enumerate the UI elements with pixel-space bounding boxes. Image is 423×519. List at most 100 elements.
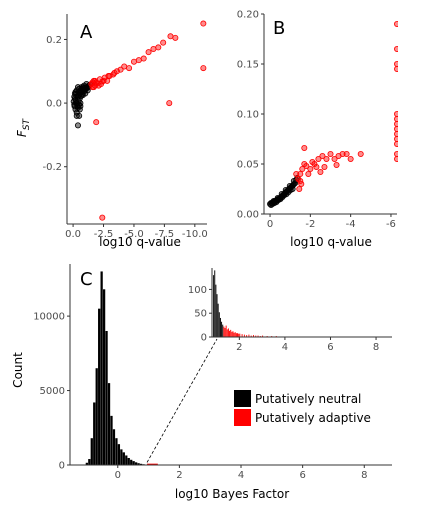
inset-bar-adaptive: [239, 333, 241, 337]
panel-a-x-tick-label: 0.0: [65, 229, 81, 240]
panel-c: 0 2 4 6 8 0 5000 10000 2 4 6 8 0 50 100 C log10 Bayes…: [11, 264, 392, 501]
panel-b-point-adaptive: [319, 152, 326, 159]
inset-bar-neutral: [217, 303, 219, 337]
panel-a-x-tick-label: -2.5: [94, 229, 114, 240]
panel-b-point-adaptive: [305, 170, 312, 177]
panel-a-point-adaptive: [172, 34, 179, 41]
panel-b-point-adaptive: [347, 155, 354, 162]
panel-a-point-adaptive: [121, 63, 128, 70]
panel-a-point-neutral: [72, 88, 79, 95]
inset-bar-adaptive: [235, 333, 237, 337]
inset-x-tick-label: 2: [236, 342, 242, 353]
panel-b-point-adaptive: [333, 161, 340, 168]
panel-b-y-tick-label: 0.15: [237, 60, 259, 71]
inset-bar-adaptive: [231, 331, 233, 337]
panel-b-point-adaptive: [394, 136, 398, 142]
inset-bar-neutral: [219, 317, 221, 337]
inset-bar-neutral: [216, 294, 218, 337]
inset-bar-neutral: [221, 321, 223, 337]
panel-b-points: [267, 21, 398, 208]
panel-b-xlabel: log10 q-value: [290, 235, 372, 249]
panel-a-point-adaptive: [145, 49, 152, 56]
legend-label-adaptive: Putatively adaptive: [255, 411, 371, 425]
inset-bar-adaptive: [224, 327, 226, 337]
panel-a-axes: 0.0 -2.5 -5.0 -7.5 -10.0 0.2 0.0 -0.2: [42, 14, 208, 240]
panel-a-x-tick-label: -10.0: [182, 229, 208, 240]
panel-a-point-adaptive: [167, 33, 174, 40]
panel-a-point-neutral: [73, 100, 80, 107]
histogram-bar-neutral: [110, 415, 113, 465]
panel-a-point-adaptive: [126, 65, 133, 72]
inset-x-tick-label: 8: [373, 342, 379, 353]
panel-b-point-adaptive: [394, 141, 398, 147]
inset-bar-adaptive: [232, 331, 234, 337]
inset-bar-adaptive: [253, 335, 254, 337]
panel-b-point-adaptive: [297, 170, 304, 177]
inset-bar-adaptive: [226, 329, 228, 337]
inset-bar-neutral: [218, 312, 220, 337]
inset-bar-adaptive: [225, 325, 227, 337]
panel-b-point-adaptive: [303, 162, 310, 169]
inset-bar-neutral: [214, 270, 216, 337]
panel-b-y-tick-label: 0.10: [237, 110, 259, 121]
histogram-bar-neutral: [139, 463, 143, 465]
panel-c-x-tick-label: 4: [238, 470, 244, 481]
panel-c-y-tick-label: 5000: [40, 386, 65, 397]
inset-bar-adaptive: [248, 334, 250, 337]
inset-bar-adaptive: [238, 333, 240, 337]
panel-a-point-adaptive: [90, 77, 97, 84]
inset-bar-neutral: [215, 284, 217, 337]
inset-bar-neutral: [222, 324, 224, 337]
inset-axes: 2 4 6 8 0 50 100: [188, 268, 392, 353]
panel-c-x-tick-label: 8: [361, 470, 367, 481]
panel-a-point-adaptive: [98, 81, 105, 88]
panel-a-y-tick-label: 0.0: [46, 99, 62, 110]
panel-b-point-adaptive: [301, 144, 308, 151]
panel-b-x-tick-label: -2: [305, 219, 315, 230]
inset-zoom-line: [146, 338, 218, 463]
histogram-bar-neutral: [125, 455, 128, 465]
inset-bar-adaptive: [227, 328, 229, 337]
inset-bar-adaptive: [223, 326, 225, 337]
legend-swatch-neutral: [234, 390, 251, 407]
inset-bar-adaptive: [246, 335, 248, 337]
panel-b-point-adaptive: [343, 150, 350, 157]
panel-a-point-adaptive: [200, 65, 207, 72]
panel-a-y-tick-label: -0.2: [42, 162, 62, 173]
panel-b-point-adaptive: [297, 177, 304, 184]
histogram-bar-neutral: [105, 331, 108, 465]
inset-bar-adaptive: [243, 334, 245, 337]
histogram-bar-neutral: [117, 444, 121, 465]
histogram-bar-neutral: [98, 308, 101, 465]
panel-a-point-adaptive: [111, 69, 118, 76]
panel-b-point-neutral: [282, 186, 289, 193]
panel-b-axes: 0 -2 -4 -6 0.00 0.05 0.10 0.15 0.20: [237, 10, 397, 230]
inset-plot: 2 4 6 8 0 50 100: [188, 268, 392, 353]
inset-bar-adaptive: [229, 330, 231, 337]
panel-a-xlabel: log10 q-value: [99, 235, 181, 249]
panel-c-label: C: [80, 269, 93, 290]
panel-b-point-adaptive: [394, 121, 398, 127]
panel-c-ylabel: Count: [11, 352, 25, 388]
panel-a-ylabel-main: F: [15, 129, 29, 137]
panel-c-xlabel: log10 Bayes Factor: [175, 487, 289, 501]
legend-label-neutral: Putatively neutral: [255, 392, 361, 406]
panel-a-label: A: [80, 22, 93, 43]
panel-b-y-tick-label: 0.20: [237, 10, 259, 21]
legend: Putatively neutral Putatively adaptive: [234, 390, 371, 426]
panel-b-point-adaptive: [313, 163, 320, 170]
histogram-bar-neutral: [122, 452, 125, 465]
inset-bar-adaptive: [230, 329, 232, 337]
histogram-bar-neutral: [120, 449, 123, 465]
panel-b-point-adaptive: [323, 155, 330, 162]
panel-c-y-tick-label: 10000: [33, 312, 65, 323]
histogram-bar-neutral: [137, 463, 140, 465]
panel-b-y-tick-label: 0.05: [237, 160, 259, 171]
inset-bar-neutral: [213, 275, 215, 337]
inset-x-tick-label: 4: [282, 342, 288, 353]
inset-bar-adaptive: [262, 335, 264, 337]
panel-a-point-adaptive: [99, 214, 106, 221]
histogram-bar-neutral: [90, 438, 93, 465]
panel-b-point-adaptive: [394, 131, 398, 137]
